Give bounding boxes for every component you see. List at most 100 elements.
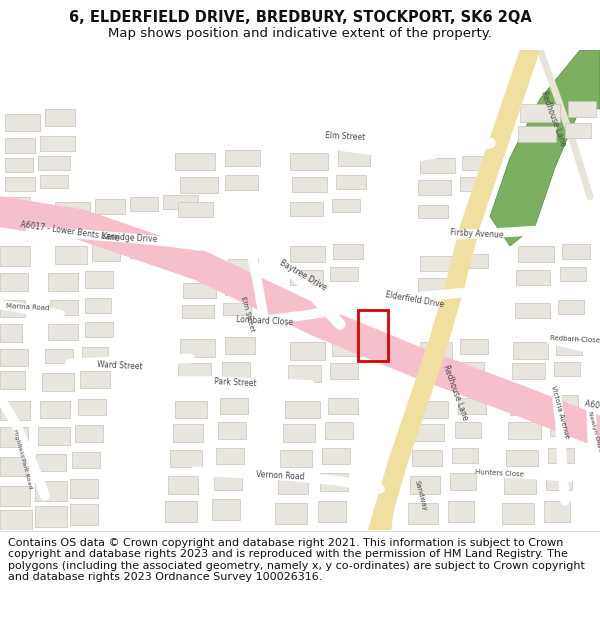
Bar [504, 476, 536, 494]
Bar [85, 298, 111, 312]
Bar [0, 401, 30, 420]
Text: Firsby Avenue: Firsby Avenue [450, 228, 504, 240]
Polygon shape [490, 50, 600, 246]
Bar [175, 401, 207, 418]
Bar [0, 273, 28, 291]
Bar [290, 246, 325, 262]
Bar [330, 364, 358, 379]
Text: Elm Street: Elm Street [325, 131, 365, 142]
Bar [0, 511, 32, 530]
Bar [518, 126, 556, 142]
Bar [460, 339, 488, 354]
Bar [45, 349, 73, 364]
Text: Baytree Drive: Baytree Drive [278, 258, 328, 292]
Bar [544, 501, 570, 522]
Bar [75, 425, 103, 442]
Bar [328, 398, 358, 414]
Bar [175, 153, 215, 171]
Bar [40, 401, 70, 418]
Bar [460, 254, 488, 269]
Bar [506, 449, 538, 466]
Text: Sandway: Sandway [413, 479, 427, 512]
Bar [288, 366, 321, 382]
Text: Redhouse Lane: Redhouse Lane [539, 89, 567, 148]
Bar [38, 156, 70, 169]
Bar [225, 337, 255, 354]
Bar [225, 281, 255, 295]
Bar [322, 448, 350, 464]
Text: Hunters Close: Hunters Close [475, 469, 524, 478]
Bar [0, 371, 25, 389]
Text: Lombard Close: Lombard Close [236, 316, 293, 328]
Bar [336, 176, 366, 189]
Bar [163, 195, 198, 209]
Bar [95, 199, 125, 214]
Bar [5, 197, 30, 209]
Bar [85, 271, 113, 288]
Bar [513, 342, 548, 359]
Bar [0, 427, 28, 447]
Bar [130, 242, 160, 258]
Bar [92, 244, 120, 261]
Bar [42, 373, 74, 391]
Bar [55, 246, 87, 264]
Text: A6017 - Lower Bents Lane: A6017 - Lower Bents Lane [20, 220, 120, 243]
Text: Park Street: Park Street [214, 378, 256, 389]
Bar [333, 244, 363, 259]
Bar [275, 503, 307, 524]
Text: Marina Road: Marina Road [6, 304, 50, 312]
Bar [280, 449, 312, 468]
Bar [38, 427, 70, 445]
Bar [48, 273, 78, 291]
Bar [5, 138, 35, 153]
Bar [48, 324, 78, 340]
Bar [318, 501, 346, 522]
Bar [216, 448, 244, 464]
Bar [178, 202, 213, 216]
Bar [35, 506, 67, 527]
Bar [332, 199, 360, 212]
Bar [130, 197, 158, 211]
Bar [418, 205, 448, 219]
Bar [170, 449, 202, 468]
Bar [550, 420, 576, 436]
Bar [85, 322, 113, 337]
Bar [165, 501, 197, 522]
Bar [418, 180, 451, 195]
Bar [562, 244, 590, 259]
Bar [223, 302, 251, 316]
Text: Contains OS data © Crown copyright and database right 2021. This information is : Contains OS data © Crown copyright and d… [8, 538, 584, 582]
Bar [70, 479, 98, 498]
Bar [214, 473, 242, 490]
Bar [565, 124, 591, 138]
Bar [220, 398, 248, 414]
Bar [452, 448, 478, 463]
Bar [0, 486, 30, 506]
Bar [546, 473, 572, 490]
Bar [40, 176, 68, 188]
Bar [448, 501, 474, 522]
Bar [218, 422, 246, 439]
Bar [225, 176, 258, 190]
Bar [518, 246, 554, 262]
Bar [418, 364, 448, 378]
Bar [228, 259, 258, 273]
Bar [512, 364, 545, 379]
Bar [325, 422, 353, 439]
Bar [412, 449, 442, 466]
Bar [285, 401, 320, 418]
Bar [290, 202, 323, 216]
Bar [72, 452, 100, 468]
Bar [185, 261, 220, 276]
Bar [516, 271, 550, 285]
Bar [420, 158, 455, 173]
Text: Victoria Avenue: Victoria Avenue [550, 385, 570, 440]
Bar [212, 499, 240, 520]
Text: Newlyn Drive: Newlyn Drive [587, 411, 600, 453]
Bar [5, 158, 33, 172]
Bar [290, 153, 328, 171]
Bar [420, 342, 452, 357]
Bar [508, 422, 541, 439]
Bar [502, 503, 534, 524]
Bar [290, 271, 323, 285]
